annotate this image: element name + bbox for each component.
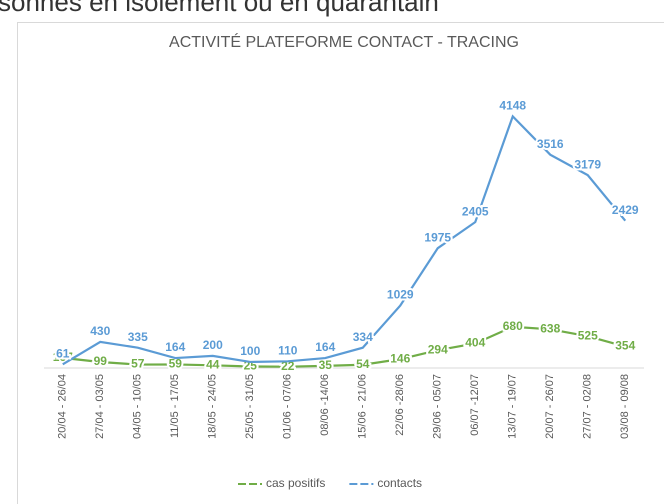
x-tick-label: 11/05 - 17/05 [169, 374, 181, 438]
data-label: 404 [465, 336, 485, 350]
data-label: 3179 [574, 157, 601, 171]
data-label: 334 [353, 330, 373, 344]
x-tick-label: 13/07 - 19/07 [507, 374, 519, 439]
data-label: 525 [578, 328, 598, 342]
x-tick-label: 18/05 - 24/05 [207, 374, 219, 439]
chart-frame [17, 22, 664, 504]
data-label: 680 [503, 319, 523, 333]
data-label: 335 [128, 330, 148, 344]
data-label: 54 [356, 357, 370, 371]
x-tick-label: 27/04 - 03/05 [94, 374, 106, 439]
x-tick-label: 06/07 -12/07 [469, 374, 481, 436]
x-tick-label: 03/08 - 09/08 [619, 374, 631, 439]
data-label: 1029 [387, 288, 414, 302]
x-tick-label: 08/06 -14/06 [319, 374, 331, 436]
data-label: 61 [56, 346, 70, 360]
data-label: 638 [540, 321, 560, 335]
data-label: 146 [390, 351, 410, 365]
legend-label: contacts [377, 476, 422, 490]
data-label: 2405 [462, 204, 489, 218]
data-label: 200 [203, 338, 223, 352]
x-tick-label: 22/06 -28/06 [394, 374, 406, 436]
x-tick-label: 29/06 - 05/07 [432, 374, 444, 439]
data-label: 294 [428, 342, 448, 356]
data-label: 164 [165, 340, 185, 354]
data-label: 44 [206, 358, 220, 372]
data-label: 2429 [612, 203, 639, 217]
data-label: 164 [315, 340, 335, 354]
line [62, 325, 626, 368]
x-tick-label: 27/07 - 02/08 [582, 374, 594, 439]
x-tick-label: 20/07 - 26/07 [544, 374, 556, 439]
data-label: 35 [319, 358, 333, 372]
x-tick-label: 04/05 - 10/05 [132, 374, 144, 439]
data-label: 354 [615, 339, 635, 353]
data-label: 99 [94, 354, 108, 368]
data-label: 1975 [424, 230, 451, 244]
data-label: 3516 [537, 137, 564, 151]
x-tick-label: 01/06 - 07/06 [282, 374, 294, 439]
x-tick-label: 20/04 - 26/04 [57, 374, 69, 439]
header-text: sonnes en isolement ou en quarantain [0, 0, 439, 17]
chart-title: ACTIVITÉ PLATEFORME CONTACT - TRACING [169, 32, 519, 51]
x-tick-label: 25/05 - 31/05 [244, 374, 256, 439]
data-label: 59 [169, 357, 183, 371]
line [62, 114, 627, 366]
data-label: 110 [278, 343, 298, 357]
data-label: 57 [131, 357, 145, 371]
x-tick-label: 15/06 - 21/06 [357, 374, 369, 439]
data-label: 4148 [499, 99, 526, 113]
legend-label: cas positifs [266, 476, 325, 490]
data-label: 430 [90, 324, 110, 338]
data-label: 100 [240, 344, 260, 358]
